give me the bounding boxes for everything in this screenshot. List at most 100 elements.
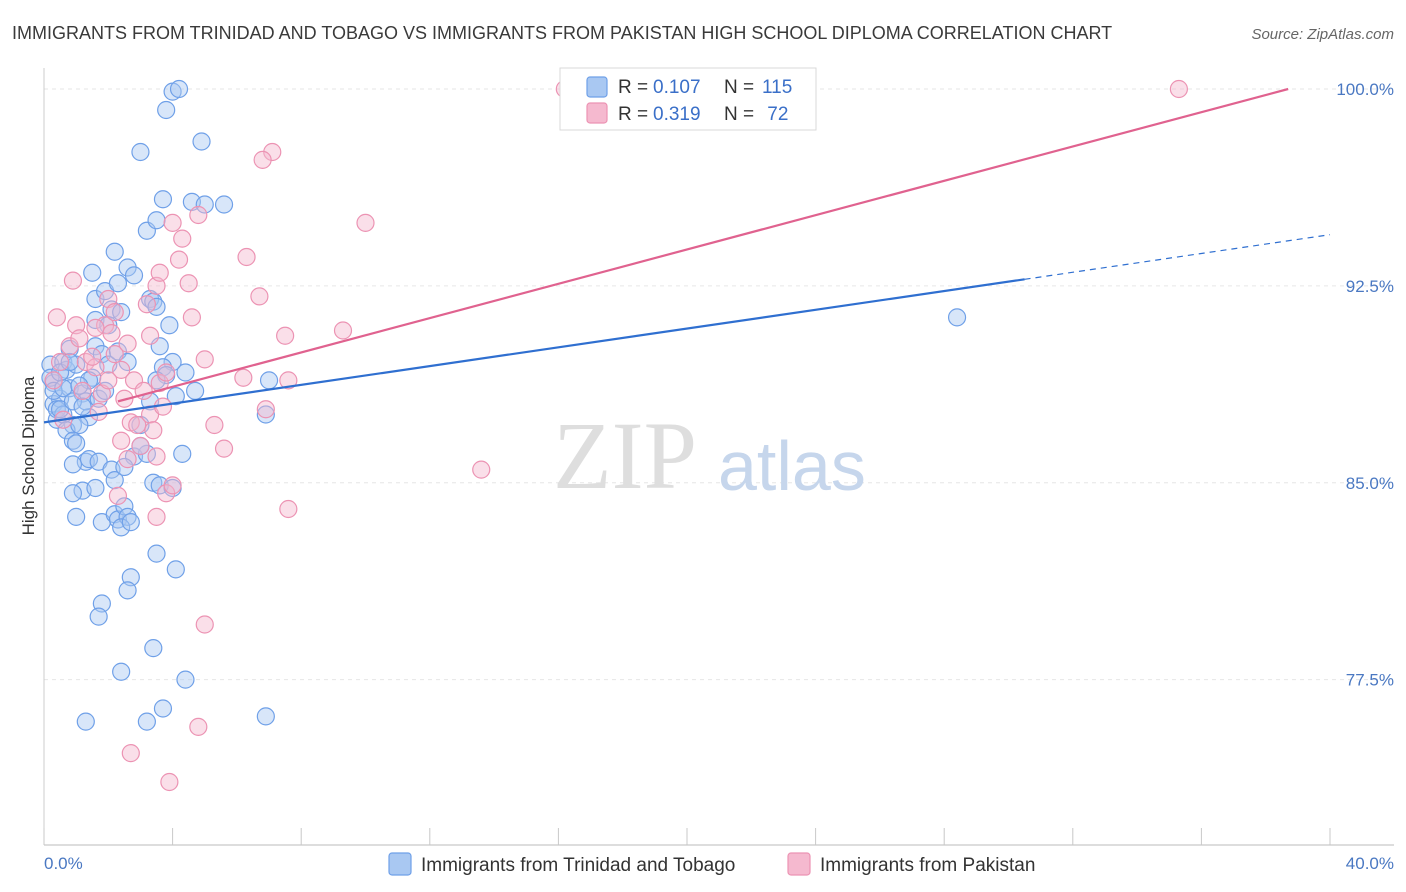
trinidad-point-102 xyxy=(192,132,211,151)
pakistan-point-65 xyxy=(472,460,491,479)
pakistan-point-53 xyxy=(160,772,179,792)
trinidad-point-103 xyxy=(131,142,150,162)
trinidad-point-30 xyxy=(63,455,83,474)
pakistan-point-32 xyxy=(157,363,176,382)
trinidad-point-106 xyxy=(169,79,189,99)
trinidad-point-42 xyxy=(118,507,137,526)
y-tick-label-3: 77.5% xyxy=(1346,671,1394,690)
trinidad-point-109 xyxy=(60,352,79,372)
y-tick-label-1: 92.5% xyxy=(1346,277,1394,296)
legend-n-value-1: 72 xyxy=(762,104,788,125)
trend-line-trinidad xyxy=(43,278,1025,424)
pakistan-point-60 xyxy=(234,368,253,387)
trend-line-trinidad-extension xyxy=(1024,234,1331,280)
legend-n-label-0: N = xyxy=(724,77,754,98)
trinidad-point-84 xyxy=(118,581,137,600)
pakistan-point-54 xyxy=(237,247,256,267)
trinidad-point-70 xyxy=(166,387,185,406)
pakistan-point-29 xyxy=(147,447,166,466)
trinidad-point-92 xyxy=(153,699,173,718)
pakistan-point-55 xyxy=(250,287,269,306)
trinidad-point-53 xyxy=(112,303,131,322)
trinidad-point-71 xyxy=(176,363,195,382)
bottom-legend-label-pakistan: Immigrants from Pakistan xyxy=(820,855,1035,876)
series-pakistan-points xyxy=(44,79,1188,792)
pakistan-point-17 xyxy=(105,303,124,322)
pakistan-point-36 xyxy=(150,263,169,282)
pakistan-point-52 xyxy=(121,744,140,763)
trinidad-point-80 xyxy=(173,444,192,463)
series-trinidad-points xyxy=(41,79,967,731)
y-tick-labels: 100.0% 92.5% 85.0% 77.5% xyxy=(1336,80,1394,690)
y-tick-label-0: 100.0% xyxy=(1336,80,1394,99)
pakistan-point-34 xyxy=(137,295,156,314)
pakistan-point-31 xyxy=(150,373,169,393)
chart-source: Source: ZipAtlas.com xyxy=(1251,26,1394,43)
trinidad-point-44 xyxy=(121,513,140,532)
pakistan-point-41 xyxy=(182,308,201,327)
pakistan-point-2 xyxy=(44,371,63,390)
trend-lines xyxy=(43,87,1331,424)
x-tick-label-left: 0.0% xyxy=(44,854,83,873)
watermark-atlas: atlas xyxy=(718,427,866,505)
pakistan-point-44 xyxy=(205,415,224,435)
trinidad-point-62 xyxy=(153,190,173,209)
legend-r-label-1: R = xyxy=(618,104,648,125)
chart-title: IMMIGRANTS FROM TRINIDAD AND TOBAGO VS I… xyxy=(12,23,1112,43)
pakistan-point-43 xyxy=(195,350,214,369)
pakistan-point-49 xyxy=(108,486,128,505)
pakistan-point-5 xyxy=(63,271,83,290)
pakistan-point-10 xyxy=(86,358,105,377)
pakistan-point-7 xyxy=(70,329,89,348)
trinidad-point-86 xyxy=(89,607,108,626)
trinidad-point-97 xyxy=(256,405,275,424)
trinidad-point-104 xyxy=(157,100,176,120)
pakistan-point-25 xyxy=(131,436,150,456)
trinidad-point-91 xyxy=(137,712,156,731)
legend-box: R = 0.107 N = 115 R = 0.319 N = 72 xyxy=(559,67,817,131)
pakistan-point-22 xyxy=(112,431,131,450)
pakistan-point-50 xyxy=(195,615,214,634)
trinidad-point-100 xyxy=(195,195,214,214)
legend-r-label-0: R = xyxy=(618,77,648,98)
legend-r-value-0: 0.107 xyxy=(653,77,701,98)
pakistan-point-24 xyxy=(128,415,147,435)
trinidad-point-88 xyxy=(112,662,131,681)
pakistan-point-23 xyxy=(118,450,137,469)
x-tick-label-right: 40.0% xyxy=(1346,854,1394,873)
pakistan-point-15 xyxy=(112,360,131,379)
legend-r-value-1: 0.319 xyxy=(653,104,701,125)
legend-n-label-1: N = xyxy=(724,104,754,125)
trinidad-point-113 xyxy=(947,308,967,327)
trinidad-point-61 xyxy=(147,211,166,230)
pakistan-point-13 xyxy=(102,324,121,343)
pakistan-point-58 xyxy=(276,326,295,345)
trinidad-point-114 xyxy=(67,434,86,453)
pakistan-point-45 xyxy=(214,439,234,458)
legend-swatch-trinidad xyxy=(586,76,608,98)
y-tick-label-2: 85.0% xyxy=(1346,474,1394,493)
trinidad-point-98 xyxy=(259,371,279,390)
trinidad-point-41 xyxy=(115,497,134,516)
trinidad-point-45 xyxy=(83,263,102,282)
trinidad-point-90 xyxy=(76,712,95,731)
trinidad-point-57 xyxy=(124,266,144,285)
pakistan-point-38 xyxy=(169,250,189,269)
trinidad-point-82 xyxy=(166,560,185,579)
pakistan-point-39 xyxy=(173,229,192,248)
legend-n-value-0: 115 xyxy=(762,77,792,98)
pakistan-point-9 xyxy=(73,381,92,400)
pakistan-point-68 xyxy=(83,347,102,366)
trinidad-point-72 xyxy=(186,381,205,400)
pakistan-point-28 xyxy=(144,421,163,440)
pakistan-point-67 xyxy=(1169,79,1188,99)
trend-line-pakistan xyxy=(117,87,1289,403)
pakistan-point-61 xyxy=(256,400,275,419)
bottom-legend-swatch-trinidad xyxy=(388,852,412,876)
legend-swatch-pakistan xyxy=(586,102,608,124)
trinidad-point-55 xyxy=(108,274,128,293)
pakistan-point-69 xyxy=(86,318,105,337)
pakistan-point-14 xyxy=(105,345,124,364)
bottom-legend-swatch-pakistan xyxy=(787,852,811,876)
